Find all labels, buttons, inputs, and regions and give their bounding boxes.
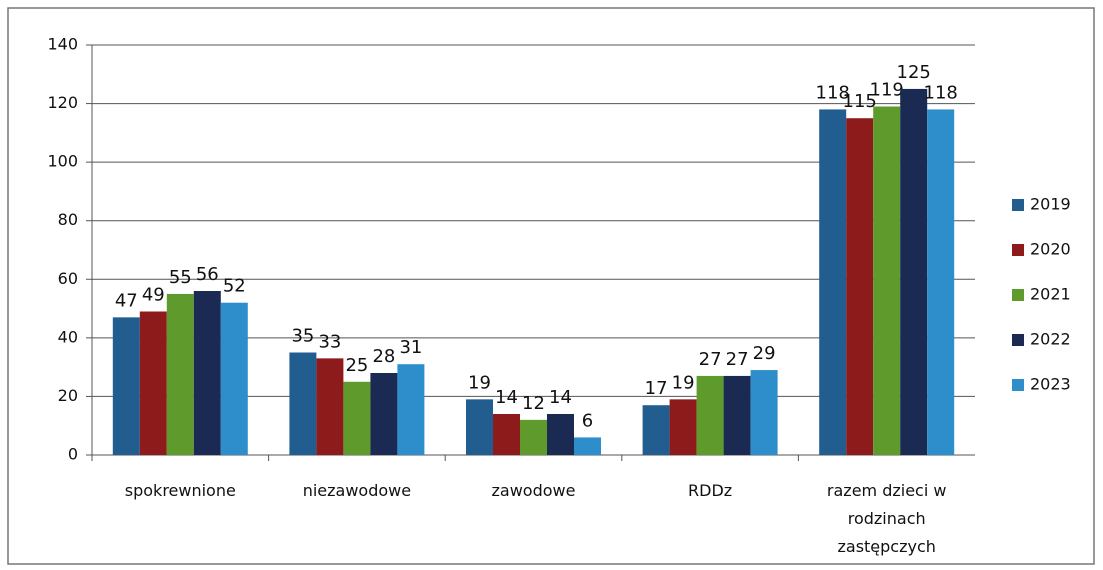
- value-label: 31: [399, 337, 422, 358]
- bar: [520, 419, 547, 455]
- value-label: 115: [843, 91, 877, 112]
- x-tick-label: RDDz: [688, 481, 732, 500]
- bar: [397, 364, 425, 455]
- bar: [642, 405, 670, 455]
- value-label: 19: [468, 372, 491, 393]
- bar: [750, 370, 778, 455]
- value-label: 6: [582, 410, 593, 431]
- value-label: 19: [672, 372, 695, 393]
- bar: [139, 311, 167, 455]
- legend-swatch: [1012, 289, 1024, 301]
- bar: [846, 118, 874, 455]
- legend-label: 2022: [1030, 330, 1071, 349]
- bar: [493, 414, 520, 455]
- bar: [289, 352, 317, 455]
- y-tick-label: 0: [68, 445, 78, 464]
- bar: [696, 375, 724, 455]
- value-label: 27: [699, 349, 722, 370]
- y-tick-label: 100: [47, 152, 78, 171]
- value-label: 25: [345, 355, 368, 376]
- bar: [819, 109, 847, 455]
- bar: [220, 302, 248, 455]
- bar: [112, 317, 140, 455]
- legend-label: 2023: [1030, 375, 1071, 394]
- value-label: 55: [169, 267, 192, 288]
- value-label: 52: [223, 276, 246, 297]
- bar: [193, 291, 221, 455]
- y-tick-label: 120: [47, 93, 78, 112]
- value-label: 17: [645, 378, 668, 399]
- value-label: 29: [753, 343, 776, 364]
- value-label: 28: [372, 346, 395, 367]
- y-tick-label: 40: [58, 327, 78, 346]
- value-label: 27: [726, 349, 749, 370]
- value-label: 118: [924, 82, 958, 103]
- bar: [669, 399, 697, 455]
- bar: [927, 109, 955, 455]
- legend-swatch: [1012, 244, 1024, 256]
- value-label: 118: [816, 82, 850, 103]
- y-tick-label: 60: [58, 269, 78, 288]
- x-tick-label: spokrewnione: [125, 481, 236, 500]
- x-tick-label: niezawodowe: [303, 481, 411, 500]
- value-label: 56: [196, 264, 219, 285]
- bar: [166, 293, 194, 455]
- bar: [316, 358, 344, 455]
- x-tick-label: razem dzieci w rodzinach zastępczych: [827, 481, 947, 556]
- legend-label: 2021: [1030, 285, 1071, 304]
- value-label: 47: [115, 290, 138, 311]
- value-label: 125: [897, 62, 931, 83]
- value-label: 33: [318, 331, 341, 352]
- y-tick-label: 20: [58, 386, 78, 405]
- bar: [370, 373, 398, 455]
- bar: [343, 381, 371, 455]
- bar: [873, 106, 901, 455]
- legend-swatch: [1012, 379, 1024, 391]
- value-label: 35: [291, 326, 314, 347]
- legend-label: 2020: [1030, 240, 1071, 259]
- bar: [547, 414, 574, 455]
- bar: [466, 399, 493, 455]
- legend-swatch: [1012, 199, 1024, 211]
- value-label: 14: [495, 387, 518, 408]
- value-label: 12: [522, 393, 545, 414]
- bar: [574, 437, 601, 455]
- x-tick-label: zawodowe: [492, 481, 576, 500]
- bar: [723, 375, 751, 455]
- legend-label: 2019: [1030, 195, 1071, 214]
- bar: [900, 88, 928, 455]
- legend-swatch: [1012, 334, 1024, 346]
- value-label: 14: [549, 387, 572, 408]
- y-tick-label: 140: [47, 35, 78, 54]
- value-label: 49: [142, 285, 165, 306]
- y-tick-label: 80: [58, 210, 78, 229]
- value-label: 119: [870, 80, 904, 101]
